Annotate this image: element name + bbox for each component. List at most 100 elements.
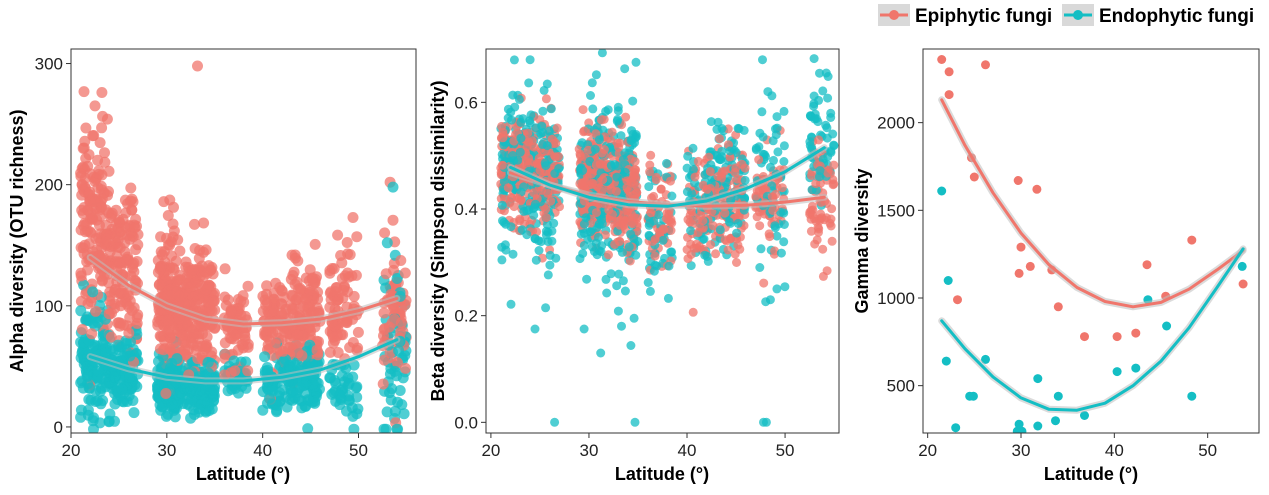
data-point-endophytic xyxy=(770,223,780,233)
alpha-x-axis-title: Latitude (°) xyxy=(196,464,290,484)
data-point-epiphytic xyxy=(124,311,136,323)
data-point-endophytic xyxy=(706,160,716,170)
data-point-endophytic xyxy=(645,286,655,296)
data-point-endophytic xyxy=(686,261,696,271)
data-point-endophytic xyxy=(112,339,124,351)
data-point-epiphytic xyxy=(752,212,762,222)
data-point-endophytic xyxy=(823,72,833,81)
data-point-endophytic xyxy=(538,106,548,116)
data-point-epiphytic xyxy=(807,171,816,180)
data-point-epiphytic xyxy=(522,142,532,152)
data-point-endophytic xyxy=(1080,411,1089,420)
data-point-endophytic xyxy=(293,393,305,405)
data-point-epiphytic xyxy=(389,313,401,325)
data-point-epiphytic xyxy=(396,302,408,314)
data-point-endophytic xyxy=(779,157,789,166)
data-point-epiphytic xyxy=(88,196,100,208)
data-point-epiphytic xyxy=(263,324,274,336)
data-point-epiphytic xyxy=(96,169,108,181)
data-point-endophytic xyxy=(658,235,668,245)
data-point-endophytic xyxy=(529,203,539,213)
data-point-epiphytic xyxy=(702,184,712,194)
data-point-endophytic xyxy=(1112,367,1122,377)
data-point-epiphytic xyxy=(944,90,954,100)
data-point-endophytic xyxy=(381,406,393,418)
data-point-endophytic xyxy=(666,247,676,257)
data-point-epiphytic xyxy=(829,179,839,189)
data-point-endophytic xyxy=(631,130,641,139)
data-point-endophytic xyxy=(649,266,659,276)
data-point-epiphytic xyxy=(552,123,562,133)
data-point-epiphytic xyxy=(351,231,363,243)
gamma-y-axis: 500 1000 1500 2000 xyxy=(877,114,923,396)
data-point-endophytic xyxy=(779,237,789,247)
data-point-endophytic xyxy=(579,324,589,334)
data-point-epiphytic xyxy=(198,217,210,229)
data-point-epiphytic xyxy=(267,350,279,361)
data-point-epiphytic xyxy=(173,313,185,325)
data-point-endophytic xyxy=(391,273,403,284)
x-tick-label: 20 xyxy=(918,441,937,460)
data-point-epiphytic xyxy=(201,331,213,343)
data-point-epiphytic xyxy=(167,262,179,274)
y-tick-label: 1000 xyxy=(877,289,915,308)
x-tick-label: 50 xyxy=(776,441,795,460)
data-point-epiphytic xyxy=(89,100,101,112)
data-point-endophytic xyxy=(507,115,516,125)
data-point-endophytic xyxy=(686,226,696,236)
data-point-epiphytic xyxy=(78,220,89,232)
data-point-epiphytic xyxy=(125,195,136,207)
data-point-endophytic xyxy=(575,254,585,264)
data-point-epiphytic xyxy=(1187,235,1197,245)
data-point-endophytic xyxy=(644,182,654,192)
data-point-epiphytic xyxy=(87,213,99,225)
data-point-epiphytic xyxy=(88,130,100,141)
data-point-endophytic xyxy=(740,193,750,203)
data-point-epiphytic xyxy=(392,357,403,369)
data-point-endophytic xyxy=(514,94,524,104)
data-point-epiphytic xyxy=(619,220,629,230)
data-point-epiphytic xyxy=(592,160,601,170)
x-tick-label: 20 xyxy=(481,441,500,460)
data-point-endophytic xyxy=(683,151,693,161)
data-point-endophytic xyxy=(509,55,519,65)
data-point-endophytic xyxy=(75,305,87,317)
data-point-endophytic xyxy=(602,288,612,298)
data-point-endophytic xyxy=(614,269,624,279)
data-point-epiphytic xyxy=(286,249,298,261)
data-point-endophytic xyxy=(620,167,630,177)
data-point-epiphytic xyxy=(827,236,837,246)
data-point-epiphytic xyxy=(312,293,324,305)
data-point-epiphytic xyxy=(614,143,624,152)
panel-alpha: 20 30 40 50 0 100 200 300 Latitude (°) Alpha d… xyxy=(7,48,417,484)
data-point-endophytic xyxy=(240,356,252,368)
data-point-endophytic xyxy=(596,247,606,257)
data-point-endophytic xyxy=(631,57,641,67)
data-point-endophytic xyxy=(579,240,589,250)
data-point-epiphytic xyxy=(823,168,833,178)
data-point-endophytic xyxy=(810,114,820,124)
y-tick-label: 2000 xyxy=(877,114,915,133)
data-point-endophytic xyxy=(506,107,516,117)
data-point-endophytic xyxy=(724,217,734,227)
data-point-endophytic xyxy=(779,106,789,116)
data-point-endophytic xyxy=(348,423,360,433)
data-point-epiphytic xyxy=(200,284,212,296)
x-tick-label: 20 xyxy=(62,441,81,460)
beta-y-axis-title: Beta diversity (Simpson dissimilarity) xyxy=(428,80,448,401)
data-point-endophytic xyxy=(779,220,789,229)
data-point-endophytic xyxy=(714,154,724,164)
data-point-epiphytic xyxy=(105,331,117,343)
beta-y-axis: 0.0 0.2 0.4 0.6 xyxy=(454,93,486,432)
data-point-endophytic xyxy=(525,55,535,65)
data-point-epiphytic xyxy=(587,179,597,189)
data-point-endophytic xyxy=(240,382,252,394)
data-point-endophytic xyxy=(700,250,710,260)
data-point-epiphytic xyxy=(630,165,640,175)
gamma-panel-border xyxy=(922,48,1260,434)
data-point-epiphytic xyxy=(95,270,107,282)
data-point-endophytic xyxy=(228,355,240,367)
data-point-endophytic xyxy=(1187,391,1197,401)
data-point-epiphytic xyxy=(379,227,391,239)
data-point-endophytic xyxy=(103,415,115,427)
